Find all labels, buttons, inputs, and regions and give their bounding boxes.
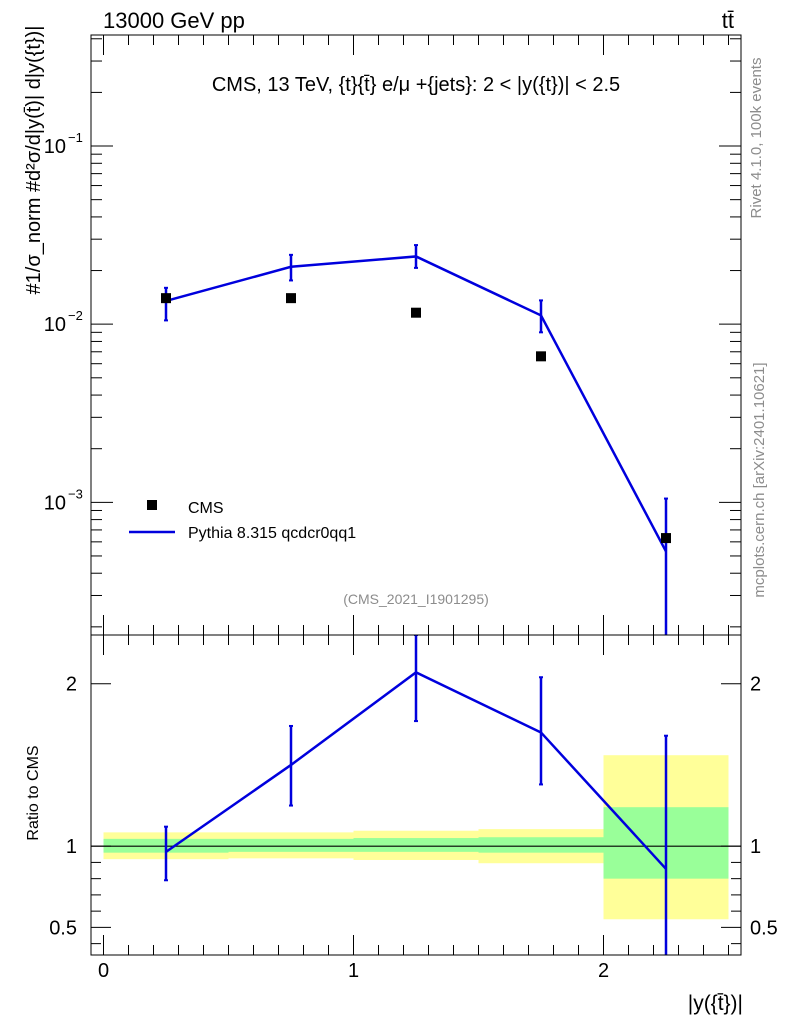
x-tick-label: 1 — [348, 960, 359, 982]
main-panel: 10−310−210−1 CMS, 13 TeV, {t}{t̄} e/μ +{… — [23, 26, 742, 636]
ratio-uncertainty-bands — [103, 755, 729, 920]
legend-cms-label: CMS — [188, 500, 224, 517]
stat-uncertainty-band — [478, 837, 604, 853]
y-tick-label-exponent: −2 — [68, 308, 83, 323]
legend-pythia-label: Pythia 8.315 qcdcr0qq1 — [188, 525, 356, 542]
rivet-label: Rivet 4.1.0, 100k events — [748, 58, 765, 219]
energy-label: 13000 GeV pp — [103, 8, 245, 33]
cms-data-point — [286, 293, 296, 304]
y-tick-label: 10 −3 — [44, 486, 83, 514]
y-tick-label: 10 −1 — [44, 130, 83, 158]
stat-uncertainty-band — [353, 838, 479, 852]
ratio-y-tick-label-left: 0.5 — [49, 917, 77, 939]
cms-data-point — [536, 351, 546, 362]
ratio-y-axis-title: Ratio to CMS — [25, 745, 42, 840]
x-tick-label: 0 — [98, 960, 109, 982]
y-tick-label-text: 10 — [44, 492, 66, 514]
main-axis-ticks: 10−310−210−1 — [44, 35, 741, 635]
mcplots-label: mcplots.cern.ch [arXiv:2401.10621] — [751, 362, 768, 597]
ratio-plot-area — [91, 635, 741, 955]
main-frame — [90, 34, 742, 636]
ratio-y-tick-label-left: 1 — [66, 836, 77, 858]
plot-title: CMS, 13 TeV, {t}{t̄} e/μ +{jets}: 2 < |y… — [212, 74, 620, 96]
legend-cms-marker — [147, 500, 157, 510]
legend: CMS Pythia 8.315 qcdcr0qq1 — [129, 500, 356, 542]
process-label: tt̄ — [722, 8, 734, 33]
y-tick-label-exponent: −3 — [68, 486, 83, 501]
ratio-frame — [90, 634, 742, 956]
main-y-axis-title: #1/σ_norm #d²σ/d|y(t̄)| d|y({t})| — [23, 26, 45, 295]
cms-data-point — [411, 307, 421, 318]
ratio-y-tick-label-right: 1 — [750, 836, 761, 858]
main-plot-area — [161, 244, 671, 635]
y-tick-label-text: 10 — [44, 136, 66, 158]
cms-data-point — [161, 293, 171, 304]
ratio-panel: 0.5 0.5 1 1 2 2 0 1 2 Ratio to CMS |y({t̄})| — [25, 634, 778, 1015]
ratio-y-tick-label-left: 2 — [66, 674, 77, 696]
analysis-label: (CMS_2021_I1901295) — [343, 591, 489, 607]
y-tick-label: 10 −2 — [44, 308, 83, 336]
x-axis-title: |y({t̄})| — [688, 992, 743, 1015]
y-tick-label-exponent: −1 — [68, 130, 83, 145]
x-tick-label: 2 — [598, 960, 609, 982]
pythia-line — [165, 255, 668, 553]
ratio-y-tick-label-right: 2 — [750, 674, 761, 696]
ratio-y-tick-label-right: 0.5 — [750, 917, 778, 939]
stat-uncertainty-band — [228, 838, 354, 852]
ratio-axis-ticks: 0.5 0.5 1 1 2 2 0 1 2 — [49, 635, 778, 982]
cms-data-point — [661, 533, 671, 544]
y-tick-label-text: 10 — [44, 314, 66, 336]
